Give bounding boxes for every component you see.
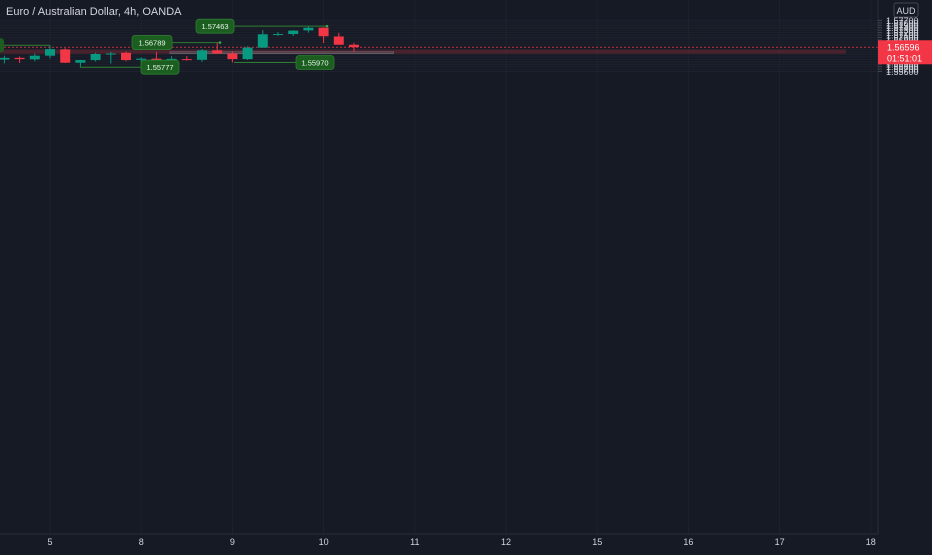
annotation-tag	[131, 35, 173, 50]
annotation-label: 1.55970	[301, 59, 328, 68]
candle-body	[197, 50, 207, 60]
candle-body	[75, 60, 86, 63]
candle-body	[257, 34, 268, 48]
annotation: 1.56789	[131, 35, 222, 50]
currency-label: AUD	[896, 6, 916, 16]
candle-up	[105, 51, 116, 64]
price-tick-label: 1.57500	[886, 21, 919, 31]
candle-up	[288, 30, 299, 36]
candle-body	[121, 52, 131, 61]
candle-body	[318, 27, 329, 37]
time-tick-label: 18	[866, 537, 876, 547]
price-axis-panel[interactable]	[878, 0, 932, 534]
price-tick-label: 1.57400	[886, 23, 919, 33]
range-box	[169, 51, 395, 55]
candle-body	[45, 49, 55, 56]
candle-up	[257, 30, 268, 48]
candles	[0, 26, 359, 68]
candle-down	[333, 32, 344, 45]
price-tick-label: 1.55800	[886, 62, 919, 72]
price-annotations: 1.57463 1.56789 1.55970 1.55777	[0, 18, 335, 75]
candle-up	[90, 52, 101, 62]
annotation-tag	[295, 55, 335, 70]
annotation-label: 1.57463	[201, 22, 228, 31]
time-tick-label: 11	[410, 537, 419, 547]
time-tick-label: 9	[230, 537, 235, 547]
time-tick-label: 15	[592, 537, 602, 547]
candle-body	[14, 57, 25, 60]
price-tick-label: 1.55900	[886, 60, 919, 70]
price-tick-label: 1.57000	[886, 33, 919, 43]
annotation-label: 1.56789	[138, 39, 165, 48]
price-tick-label: 1.55600	[886, 67, 919, 77]
time-tick-label: 10	[319, 537, 329, 547]
currency-badge[interactable]	[893, 2, 919, 18]
time-tick-label: 17	[775, 537, 785, 547]
candle-down	[121, 51, 131, 62]
candle-body	[273, 34, 283, 36]
candle-body	[90, 53, 101, 61]
annotation-tag	[195, 18, 235, 34]
candle-up	[45, 45, 55, 59]
candle-down	[212, 42, 223, 54]
time-tick-label: 5	[47, 537, 52, 547]
time-tick-label: 12	[501, 537, 511, 547]
candle-body	[212, 50, 223, 54]
candle-down	[318, 27, 329, 44]
candle-down	[60, 48, 71, 63]
time-tick-label: 8	[139, 537, 144, 547]
annotation-dot	[325, 24, 329, 28]
price-tick-label: 1.57100	[886, 31, 919, 41]
candle-up	[29, 53, 40, 62]
candle-up	[197, 49, 207, 62]
candle-body	[151, 58, 162, 61]
current-price-badge	[878, 40, 932, 65]
candle-up	[0, 55, 10, 64]
candle-body	[303, 27, 314, 31]
candle-body	[242, 47, 253, 60]
candle-down	[227, 51, 238, 63]
candle-up	[242, 46, 253, 61]
candle-body	[105, 53, 116, 55]
candle-body	[227, 53, 238, 60]
candle-body	[136, 58, 147, 60]
annotation-tag	[140, 59, 180, 75]
candle-up	[273, 32, 283, 36]
chart-title: Euro / Australian Dollar, 4h, OANDA	[6, 6, 182, 18]
candle-body	[288, 30, 299, 35]
price-tick-label: 1.57300	[886, 26, 919, 36]
candle-body	[181, 59, 192, 61]
supply-zone	[0, 46, 878, 55]
price-tick-label: 1.57600	[886, 18, 919, 28]
countdown-timer: 01:51:01	[887, 53, 922, 63]
candle-down	[181, 56, 192, 61]
annotation: 1.57463	[195, 18, 329, 34]
annotation: 1.55970	[234, 55, 335, 70]
candle-up	[303, 26, 314, 33]
candle-body	[333, 36, 344, 45]
candle-body	[29, 55, 40, 60]
candle-body	[349, 44, 359, 48]
price-tick-label: 1.55700	[886, 65, 919, 75]
current-price-value: 1.56596	[887, 42, 920, 52]
price-tick-label: 1.57700	[886, 16, 919, 26]
price-tick-label: 1.57200	[886, 28, 919, 38]
annotation-dot	[218, 41, 222, 44]
zone-rectangle	[0, 49, 846, 54]
candle-body	[60, 49, 71, 63]
time-axis-panel[interactable]	[0, 534, 932, 550]
candle-down	[349, 43, 359, 52]
candle-body	[166, 58, 177, 61]
time-tick-label: 16	[683, 537, 693, 547]
candle-body	[0, 57, 10, 60]
annotation-label: 1.55777	[146, 63, 173, 72]
time-axis: 5 8 9 10 11 12 15 16 17 18	[47, 537, 875, 547]
candle-up	[75, 59, 86, 68]
candle-down	[14, 56, 25, 63]
annotation: 1.55777	[80, 59, 180, 75]
annotation-tag	[0, 38, 4, 53]
